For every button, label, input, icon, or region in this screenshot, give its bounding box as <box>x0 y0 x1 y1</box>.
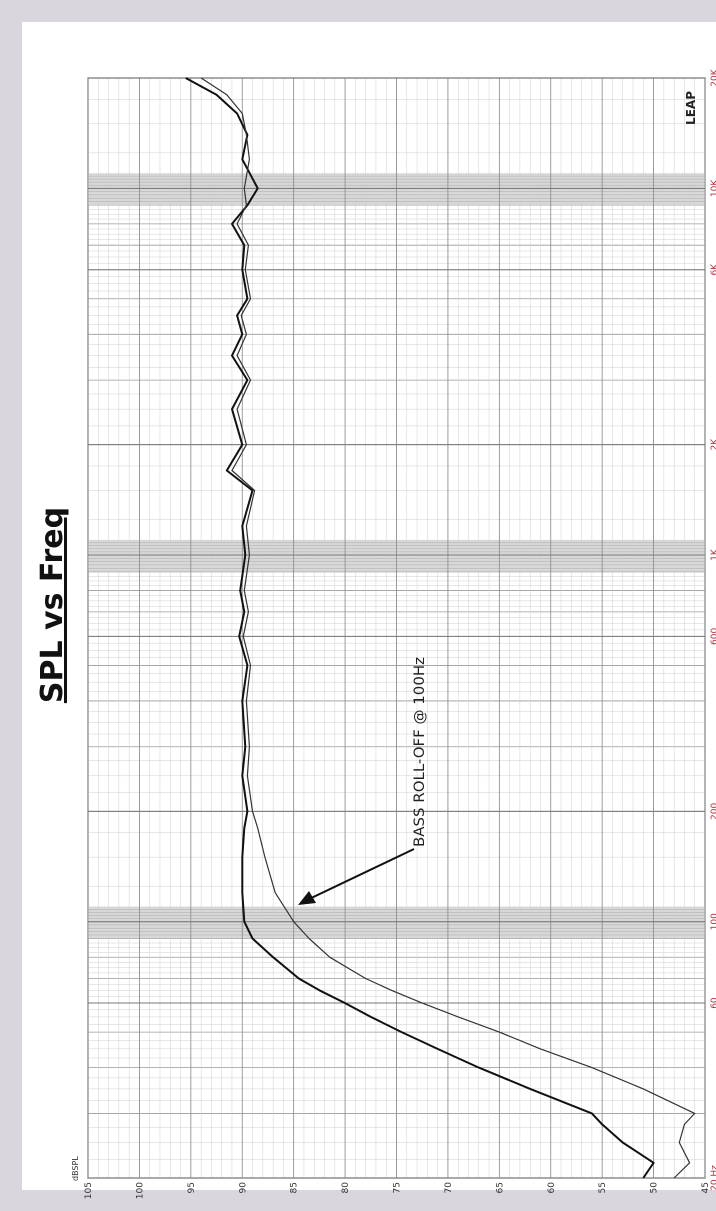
y-tick-label: 65 <box>495 1182 505 1193</box>
rotated-chart: SPL vs Freq dBSPL LEAP BASS ROLL-OFF @ 1… <box>35 68 716 1199</box>
x-tick-label: 6K <box>710 263 716 276</box>
x-tick-label: 2K <box>710 438 716 451</box>
annotation: BASS ROLL-OFF @ 100Hz <box>412 657 428 847</box>
x-tick-label: 1K <box>710 548 716 561</box>
y-tick-label: 90 <box>238 1182 248 1194</box>
arrow-head <box>298 891 316 905</box>
y-tick-label: 50 <box>650 1182 660 1194</box>
x-tick-label: 10K <box>710 179 716 197</box>
y-tick-label: 85 <box>290 1182 300 1193</box>
x-tick-label: 600 <box>710 628 716 645</box>
annotation-arrow <box>304 848 415 902</box>
y-tick-label: 105 <box>84 1182 94 1199</box>
y-tick-label: 80 <box>341 1182 351 1194</box>
x-tick-label: 20K <box>710 68 716 86</box>
y-tick-label: 70 <box>444 1182 454 1194</box>
y-tick-label: 45 <box>701 1182 711 1193</box>
x-tick-label: 60 <box>710 997 716 1009</box>
grid-layer <box>87 77 706 1179</box>
y-tick-label: 55 <box>598 1182 608 1193</box>
y-tick-label: 60 <box>547 1182 557 1194</box>
x-tick-label: 200 <box>710 802 716 819</box>
logo: LEAP <box>684 91 698 125</box>
x-tick-label: 100 <box>710 913 716 930</box>
y-tick-label: 95 <box>187 1182 197 1193</box>
y-tick-label: 100 <box>135 1182 145 1199</box>
x-tick-label: 20 Hz <box>710 1165 716 1191</box>
chart-title: SPL vs Freq <box>35 507 70 703</box>
series-line <box>185 77 655 1179</box>
y-tick-label: 75 <box>393 1182 403 1193</box>
y-unit-label: dBSPL <box>71 1156 80 1181</box>
series-line <box>200 77 696 1179</box>
